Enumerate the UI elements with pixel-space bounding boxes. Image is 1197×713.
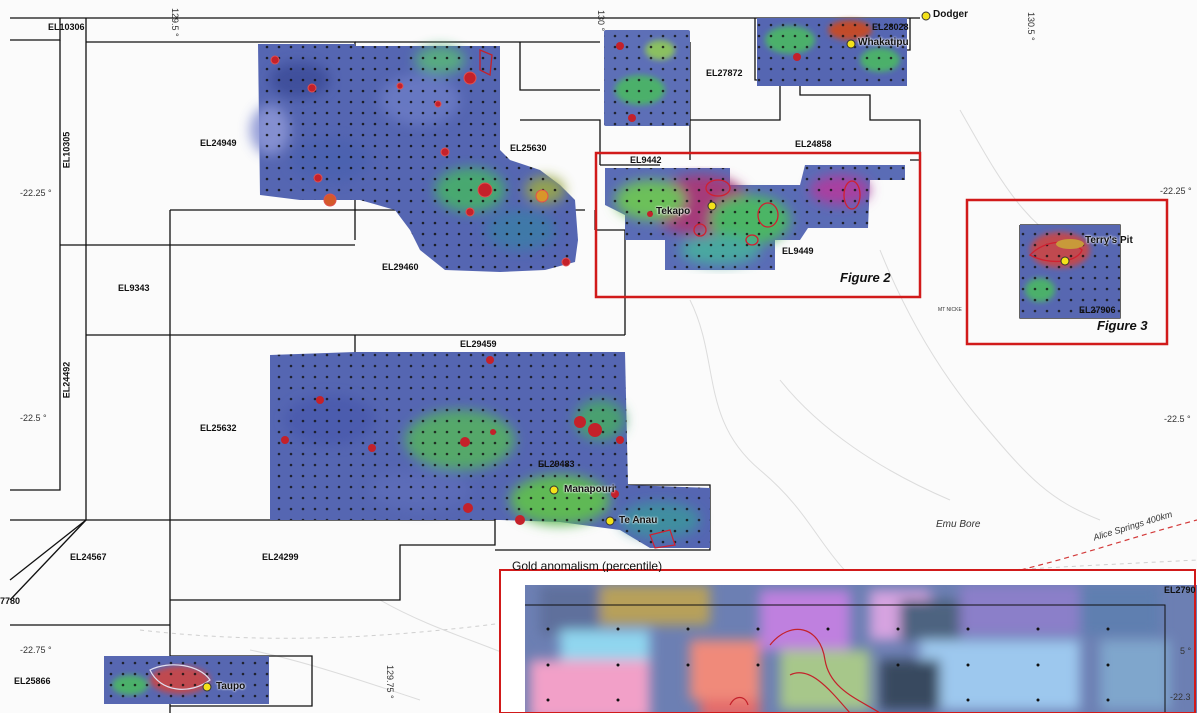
lat-22-5-right: -22.5 ° [1164, 414, 1191, 424]
anomaly-grid-tekapo [605, 165, 905, 270]
lat-22-25-right: -22.25 ° [1160, 186, 1192, 196]
place-terrys-pit[interactable]: Terry's Pit [1085, 235, 1133, 246]
figure3-box [965, 198, 1169, 346]
label-el24858: EL24858 [795, 139, 832, 149]
lon-129-5: 129.5 ° [170, 8, 180, 37]
label-el24299: EL24299 [262, 552, 299, 562]
label-el10306: EL10306 [48, 22, 85, 32]
label-el24567: EL24567 [70, 552, 107, 562]
anomaly-grid-central-north [250, 44, 578, 272]
anomaly-grid-taupo [104, 656, 269, 704]
place-tekapo[interactable]: Tekapo [656, 206, 691, 217]
anomaly-grid-central-south [270, 352, 710, 549]
place-te-anau[interactable]: Te Anau [619, 515, 658, 526]
taupo-marker [202, 682, 212, 692]
lon-129-75: 129.75 ° [385, 665, 395, 699]
label-el25866: EL25866 [14, 676, 51, 686]
label-el25632: EL25632 [200, 423, 237, 433]
figure2-box [594, 151, 922, 299]
label-el27906: EL27906 [1079, 305, 1116, 315]
anomaly-grid-dodger-north [604, 18, 907, 126]
manapouri-marker [549, 485, 559, 495]
label-el9343: EL9343 [118, 283, 150, 293]
te-anau-marker [605, 516, 615, 526]
lat-right-partial: -22.3 [1170, 692, 1191, 702]
anomaly-grid-terrys-pit [1020, 225, 1120, 318]
terrys-pit-marker [1060, 256, 1070, 266]
place-taupo[interactable]: Taupo [216, 681, 246, 692]
lat-22-75-left: -22.75 ° [20, 645, 52, 655]
lat-right-5: 5 ° [1180, 646, 1192, 656]
lat-22-25-left: -22.25 ° [20, 188, 52, 198]
label-el29483: EL29483 [538, 459, 575, 469]
prospect-markers [202, 11, 1070, 692]
inset-panel [499, 569, 1197, 713]
label-el9442: EL9442 [630, 155, 662, 165]
label-el2790: EL2790 [1164, 585, 1196, 595]
label-el29460: EL29460 [382, 262, 419, 272]
figure2-label[interactable]: Figure 2 [840, 270, 891, 285]
place-whakatipu[interactable]: Whakatipu [858, 37, 909, 48]
lat-22-5-left: -22.5 ° [20, 413, 47, 423]
whakatipu-marker [846, 39, 856, 49]
alice-springs-road [879, 519, 1197, 601]
lon-130-5: 130.5 ° [1026, 12, 1036, 41]
inset-title: Gold anomalism (percentile) [512, 559, 663, 572]
tekapo-marker [707, 201, 717, 211]
figure3-label[interactable]: Figure 3 [1097, 318, 1148, 333]
label-el10305: EL10305 [61, 131, 72, 169]
place-mt-nicker: MT NICKE [938, 307, 962, 313]
place-manapouri[interactable]: Manapouri [564, 484, 615, 495]
label-el25630: EL25630 [510, 143, 547, 153]
label-7780: 7780 [0, 596, 21, 606]
place-dodger[interactable]: Dodger [933, 9, 968, 20]
label-el29459: EL29459 [460, 339, 497, 349]
label-el24492: EL24492 [61, 361, 72, 399]
topographic-lines [249, 109, 1101, 701]
label-el28028: EL28028 [872, 22, 909, 32]
lon-130: 130 ° [596, 10, 606, 32]
label-el24949: EL24949 [200, 138, 237, 148]
place-emu-bore: Emu Bore [936, 519, 981, 530]
label-el9449: EL9449 [782, 246, 814, 256]
label-el27872: EL27872 [706, 68, 743, 78]
dodger-marker [921, 11, 931, 21]
